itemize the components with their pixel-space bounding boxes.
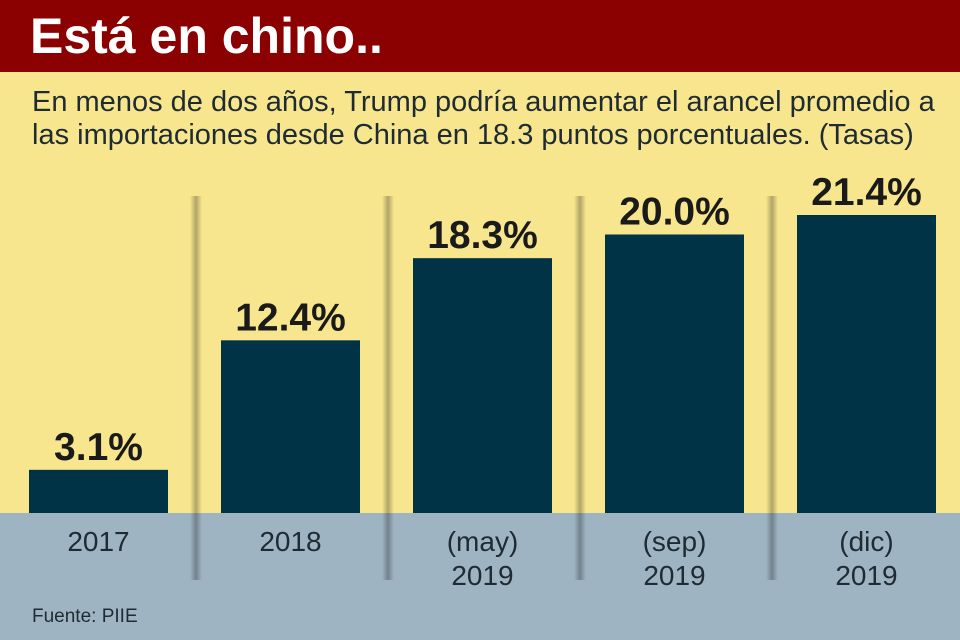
category-label-2: 2018 (259, 526, 321, 557)
source-note: Fuente: PIIE (32, 606, 138, 627)
bar-4 (605, 234, 744, 513)
value-label-3: 18.3% (427, 214, 538, 257)
value-label-2: 12.4% (235, 296, 346, 339)
bar-3 (413, 258, 552, 513)
header-band: Está en chino.. (0, 0, 960, 72)
chart-subtitle: En menos de dos años, Trump podría aumen… (32, 86, 935, 151)
value-label-1: 3.1% (54, 426, 143, 469)
bar-1 (29, 469, 168, 513)
bar-series (29, 215, 936, 513)
column-separators (190, 196, 778, 580)
category-label-1: 2017 (67, 526, 129, 557)
category-label-4-line-2: 2019 (643, 560, 705, 591)
column-separator-1 (190, 196, 202, 580)
bar-2 (221, 340, 360, 513)
column-separator-4 (766, 196, 778, 580)
chart-title: Está en chino.. (30, 8, 383, 64)
category-label-3-line-1: (may) (447, 526, 519, 557)
value-label-4: 20.0% (619, 190, 730, 233)
category-label-5-line-2: 2019 (835, 560, 897, 591)
value-labels: 3.1% 12.4% 18.3% 20.0% 21.4% (54, 171, 922, 469)
bar-5 (797, 215, 936, 513)
category-label-3-line-2: 2019 (451, 560, 513, 591)
column-separator-3 (574, 196, 586, 580)
category-label-5-line-1: (dic) (839, 526, 893, 557)
value-label-5: 21.4% (811, 171, 922, 214)
category-label-4-line-1: (sep) (643, 526, 707, 557)
column-separator-2 (382, 196, 394, 580)
category-labels: 2017 2018 (may)2019(sep)2019(dic)2019 (67, 526, 897, 591)
axis-band (0, 513, 960, 640)
